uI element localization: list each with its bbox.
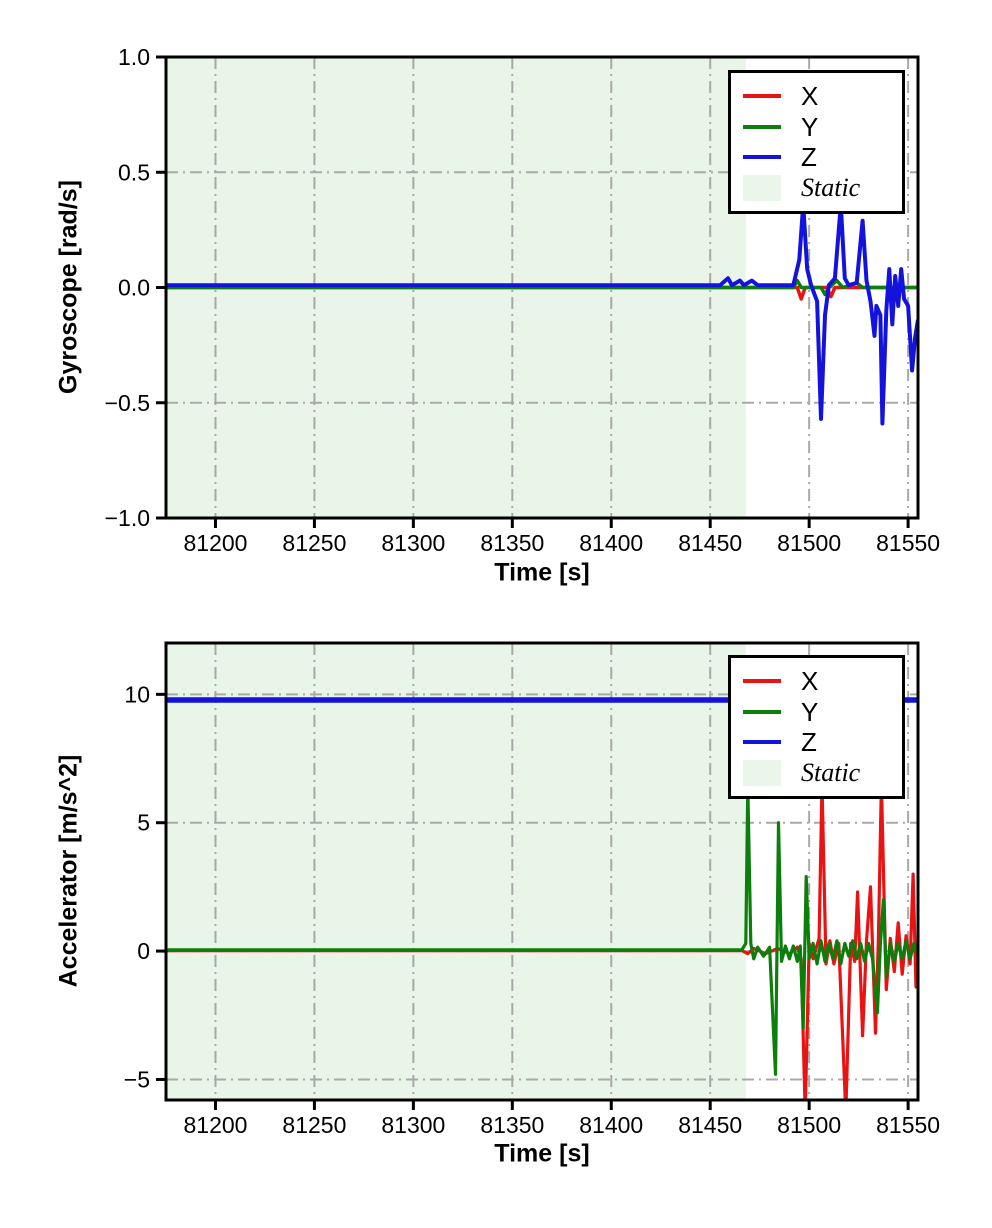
z-series-line — [166, 202, 918, 426]
x-series-line-swatch — [743, 679, 781, 683]
legend-entry-y: Y — [743, 113, 890, 141]
x-tick-label: 81450 — [678, 1112, 742, 1138]
x-series-line-swatch — [743, 94, 781, 98]
y-tick-label: −1.0 — [105, 505, 150, 531]
gyroscope-y-axis-label: Gyroscope [rad/s] — [54, 180, 83, 394]
accelerator-x-axis-label: Time [s] — [494, 1139, 590, 1168]
legend-label-y: Y — [801, 696, 819, 727]
y-tick-label: 1.0 — [118, 44, 150, 70]
x-tick-label: 81300 — [381, 1112, 445, 1138]
accelerator-legend: X Y Z Static — [728, 655, 905, 799]
x-tick-label: 81450 — [678, 530, 742, 556]
legend-label-z: Z — [801, 142, 817, 173]
legend-entry-z: Z — [743, 143, 890, 171]
x-tick-label: 81250 — [282, 530, 346, 556]
legend-entry-x: X — [743, 667, 890, 695]
legend-entry-static: Static — [743, 759, 890, 787]
legend-entry-static: Static — [743, 174, 890, 202]
z-series-line-swatch — [743, 740, 781, 745]
x-tick-label: 81200 — [183, 530, 247, 556]
legend-label-z: Z — [801, 727, 817, 758]
y-series-line — [166, 785, 918, 1076]
y-tick-label: −0.5 — [105, 390, 150, 416]
y-tick-label: 0.5 — [118, 159, 150, 185]
y-series-line-swatch — [743, 709, 781, 714]
z-series-line-swatch — [743, 155, 781, 160]
accelerator-y-axis-label: Accelerator [m/s^2] — [54, 754, 83, 988]
x-tick-label: 81300 — [381, 530, 445, 556]
y-tick-label: 5 — [137, 810, 150, 836]
axes-spines — [164, 641, 920, 1102]
x-tick-label: 81250 — [282, 1112, 346, 1138]
x-tick-label: 81500 — [777, 530, 841, 556]
legend-label-y: Y — [801, 111, 819, 142]
legend-label-x: X — [801, 666, 819, 696]
legend-label-static: Static — [801, 757, 861, 787]
gyroscope-x-axis-label: Time [s] — [494, 558, 590, 587]
static-region — [166, 643, 746, 1100]
x-tick-label: 81550 — [876, 530, 940, 556]
legend-label-x: X — [801, 81, 819, 111]
y-series-line-swatch — [743, 124, 781, 129]
y-tick-label: −5 — [124, 1066, 150, 1092]
x-tick-label: 81500 — [777, 1112, 841, 1138]
x-tick-label: 81400 — [579, 530, 643, 556]
y-tick-label: 0.0 — [118, 275, 150, 301]
legend-entry-z: Z — [743, 728, 890, 756]
static-region-swatch — [743, 759, 781, 786]
legend-entry-x: X — [743, 82, 890, 110]
gyroscope-legend: X Y Z Static — [728, 70, 905, 214]
legend-entry-y: Y — [743, 698, 890, 726]
x-tick-label: 81200 — [183, 1112, 247, 1138]
x-tick-label: 81400 — [579, 1112, 643, 1138]
y-tick-label: 0 — [137, 938, 150, 964]
x-tick-label: 81550 — [876, 1112, 940, 1138]
y-tick-label: 10 — [124, 681, 150, 707]
legend-label-static: Static — [801, 172, 861, 202]
static-region-swatch — [743, 174, 781, 201]
x-tick-label: 81350 — [480, 1112, 544, 1138]
x-tick-label: 81350 — [480, 530, 544, 556]
